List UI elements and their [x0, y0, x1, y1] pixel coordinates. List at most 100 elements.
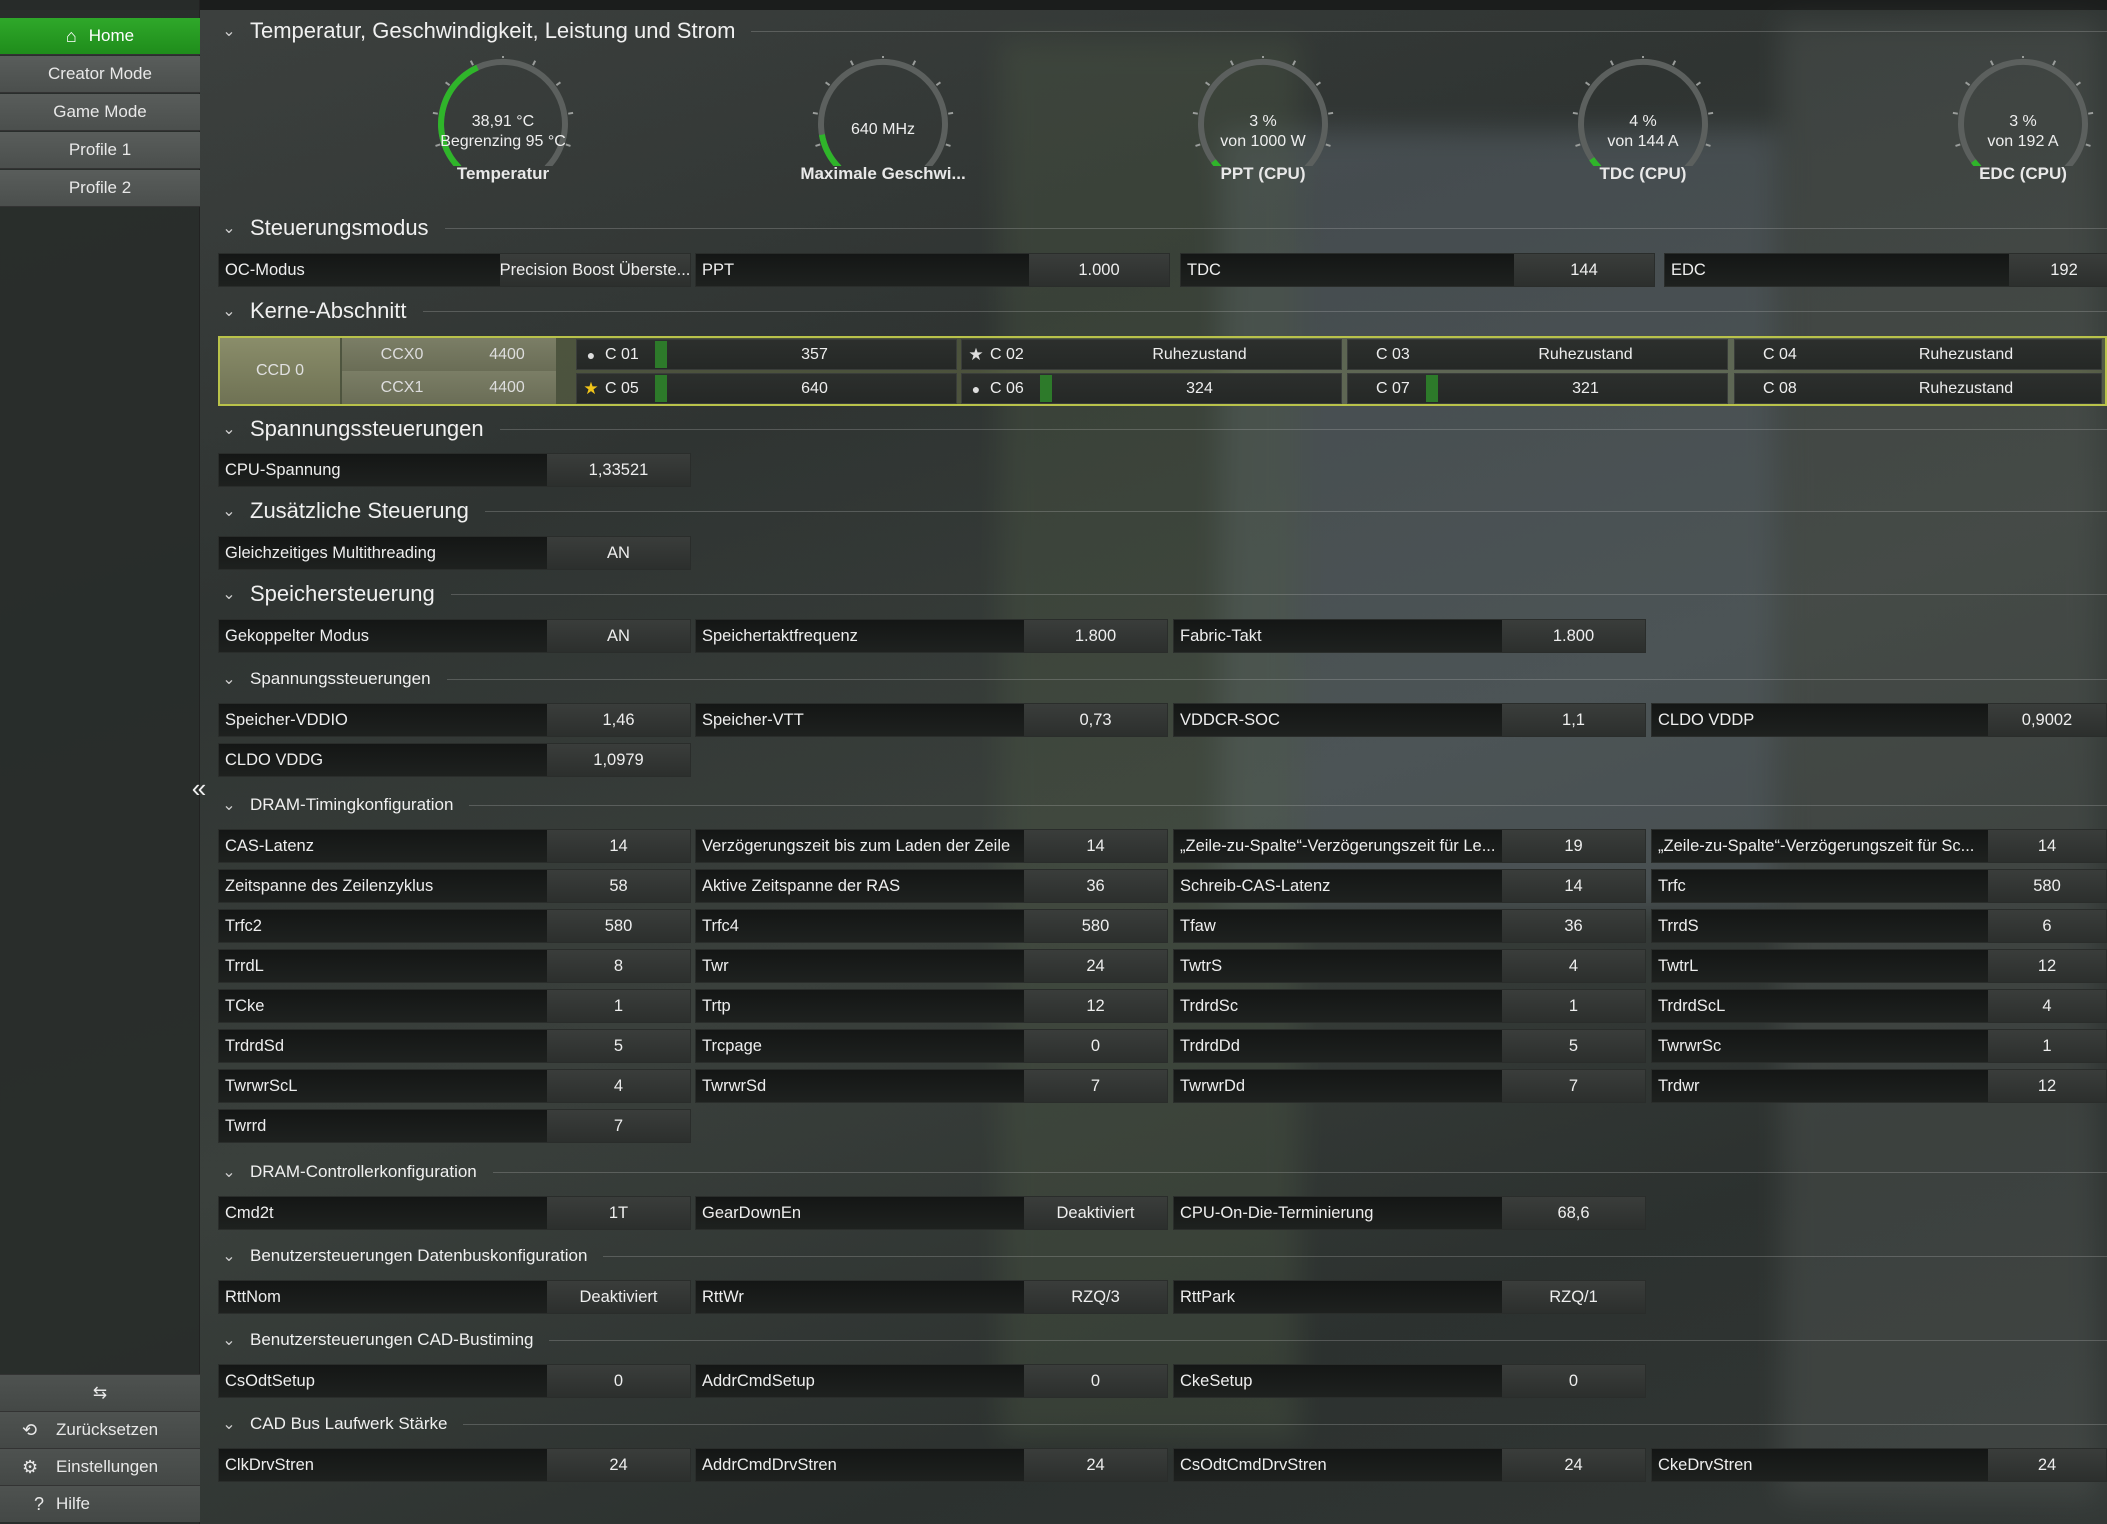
help-button[interactable]: ? Hilfe	[0, 1485, 200, 1522]
mem-voltage-field[interactable]: VDDCR-SOC 1,1	[1173, 703, 1646, 737]
field-value[interactable]: 14	[547, 830, 690, 862]
timing-field[interactable]: Trtp 12	[695, 989, 1168, 1023]
field-value[interactable]: 12	[1024, 990, 1167, 1022]
dram-controller-field[interactable]: CPU-On-Die-Terminierung 68,6	[1173, 1196, 1646, 1230]
timing-field[interactable]: Twrrd 7	[218, 1109, 691, 1143]
field-value[interactable]: 36	[1502, 910, 1645, 942]
timing-field[interactable]: „Zeile-zu-Spalte“-Verzögerungszeit für L…	[1173, 829, 1646, 863]
collapse-sidebar-icon[interactable]: «	[191, 773, 207, 803]
field-value[interactable]: RZQ/3	[1024, 1281, 1167, 1313]
section-dram-timing[interactable]: ⌄ DRAM-Timingkonfiguration	[218, 794, 2107, 816]
memory-field[interactable]: Speichertaktfrequenz 1.800	[695, 619, 1168, 653]
field-value[interactable]: 1	[1502, 990, 1645, 1022]
mem-voltage-field[interactable]: CLDO VDDP 0,9002	[1651, 703, 2107, 737]
sidebar-item-creator-mode[interactable]: Creator Mode	[0, 56, 200, 93]
chevron-down-icon[interactable]: ⌄	[222, 303, 236, 320]
field-value[interactable]: 19	[1502, 830, 1645, 862]
timing-field[interactable]: Twr 24	[695, 949, 1168, 983]
field-value[interactable]: Precision Boost Überste...	[500, 254, 690, 286]
timing-field[interactable]: TwrwrDd 7	[1173, 1069, 1646, 1103]
field-value[interactable]: 7	[1502, 1070, 1645, 1102]
timing-field[interactable]: Trfc 580	[1651, 869, 2107, 903]
control-field[interactable]: EDC 192	[1664, 253, 2107, 287]
section-databus[interactable]: ⌄ Benutzersteuerungen Datenbuskonfigurati…	[218, 1245, 2107, 1267]
field-value[interactable]: 0	[1502, 1365, 1645, 1397]
timing-field[interactable]: TwtrS 4	[1173, 949, 1646, 983]
field-value[interactable]: 1.000	[1029, 254, 1169, 286]
timing-field[interactable]: Aktive Zeitspanne der RAS 36	[695, 869, 1168, 903]
field-value[interactable]: 580	[1988, 870, 2106, 902]
section-mem-voltage[interactable]: ⌄ Spannungssteuerungen	[218, 668, 2107, 690]
field-value[interactable]: 7	[1024, 1070, 1167, 1102]
field-value[interactable]: 580	[1024, 910, 1167, 942]
field-value[interactable]: 1,33521	[547, 454, 690, 486]
section-cores[interactable]: ⌄ Kerne-Abschnitt	[218, 298, 2107, 324]
databus-field[interactable]: RttNom Deaktiviert	[218, 1280, 691, 1314]
databus-field[interactable]: RttWr RZQ/3	[695, 1280, 1168, 1314]
timing-field[interactable]: TrrdL 8	[218, 949, 691, 983]
memory-field[interactable]: Fabric-Takt 1.800	[1173, 619, 1646, 653]
cad-timing-field[interactable]: CkeSetup 0	[1173, 1364, 1646, 1398]
field-value[interactable]: 1.800	[1024, 620, 1167, 652]
chevron-down-icon[interactable]: ⌄	[222, 1332, 236, 1349]
reset-button[interactable]: ⟲ Zurücksetzen	[0, 1411, 200, 1448]
field-value[interactable]: 36	[1024, 870, 1167, 902]
timing-field[interactable]: Tfaw 36	[1173, 909, 1646, 943]
timing-field[interactable]: Trfc4 580	[695, 909, 1168, 943]
field-value[interactable]: 1,1	[1502, 704, 1645, 736]
sidebar-item-profile-1[interactable]: Profile 1	[0, 132, 200, 169]
field-value[interactable]: 14	[1502, 870, 1645, 902]
chevron-down-icon[interactable]: ⌄	[222, 23, 236, 40]
section-control-mode[interactable]: ⌄ Steuerungsmodus	[218, 215, 2107, 241]
chevron-down-icon[interactable]: ⌄	[222, 503, 236, 520]
section-extra-control[interactable]: ⌄ Zusätzliche Steuerung	[218, 498, 2107, 524]
cad-drive-field[interactable]: ClkDrvStren 24	[218, 1448, 691, 1482]
chevron-down-icon[interactable]: ⌄	[222, 1248, 236, 1265]
dram-controller-field[interactable]: GearDownEn Deaktiviert	[695, 1196, 1168, 1230]
field-value[interactable]: 1	[1988, 1030, 2106, 1062]
field-value[interactable]: 1,0979	[547, 744, 690, 776]
sidebar-item-game-mode[interactable]: Game Mode	[0, 94, 200, 131]
timing-field[interactable]: TrrdS 6	[1651, 909, 2107, 943]
field-value[interactable]: AN	[547, 620, 690, 652]
field-value[interactable]: RZQ/1	[1502, 1281, 1645, 1313]
field-value[interactable]: 0,73	[1024, 704, 1167, 736]
field-value[interactable]: AN	[547, 537, 690, 569]
settings-button[interactable]: ⚙ Einstellungen	[0, 1448, 200, 1485]
timing-field[interactable]: Trdwr 12	[1651, 1069, 2107, 1103]
timing-field[interactable]: TwtrL 12	[1651, 949, 2107, 983]
timing-field[interactable]: Trcpage 0	[695, 1029, 1168, 1063]
timing-field[interactable]: Trfc2 580	[218, 909, 691, 943]
section-cad-timing[interactable]: ⌄ Benutzersteuerungen CAD-Bustiming	[218, 1329, 2107, 1351]
field-value[interactable]: 0	[1024, 1365, 1167, 1397]
sidebar-item-profile-2[interactable]: Profile 2	[0, 170, 200, 207]
section-temp[interactable]: ⌄ Temperatur, Geschwindigkeit, Leistung u…	[218, 18, 2107, 44]
smt-field[interactable]: Gleichzeitiges Multithreading AN	[218, 536, 691, 570]
section-dram-controller[interactable]: ⌄ DRAM-Controllerkonfiguration	[218, 1161, 2107, 1183]
field-value[interactable]: 68,6	[1502, 1197, 1645, 1229]
field-value[interactable]: 144	[1514, 254, 1654, 286]
field-value[interactable]: 58	[547, 870, 690, 902]
field-value[interactable]: 0	[1024, 1030, 1167, 1062]
memory-field[interactable]: Gekoppelter Modus AN	[218, 619, 691, 653]
field-value[interactable]: 24	[1988, 1449, 2106, 1481]
field-value[interactable]: 1	[547, 990, 690, 1022]
section-cad-drive[interactable]: ⌄ CAD Bus Laufwerk Stärke	[218, 1413, 2107, 1435]
timing-field[interactable]: TwrwrScL 4	[218, 1069, 691, 1103]
timing-field[interactable]: Schreib-CAS-Latenz 14	[1173, 869, 1646, 903]
field-value[interactable]: 7	[547, 1110, 690, 1142]
chevron-down-icon[interactable]: ⌄	[222, 421, 236, 438]
field-value[interactable]: 12	[1988, 1070, 2106, 1102]
mem-voltage-field[interactable]: Speicher-VDDIO 1,46	[218, 703, 691, 737]
cad-drive-field[interactable]: AddrCmdDrvStren 24	[695, 1448, 1168, 1482]
field-value[interactable]: 24	[1024, 950, 1167, 982]
field-value[interactable]: 192	[2009, 254, 2107, 286]
timing-field[interactable]: TwrwrSc 1	[1651, 1029, 2107, 1063]
field-value[interactable]: 1.800	[1502, 620, 1645, 652]
field-value[interactable]: Deaktiviert	[547, 1281, 690, 1313]
field-value[interactable]: 4	[1988, 990, 2106, 1022]
field-value[interactable]: 580	[547, 910, 690, 942]
chevron-down-icon[interactable]: ⌄	[222, 1164, 236, 1181]
field-value[interactable]: 24	[1024, 1449, 1167, 1481]
control-field[interactable]: TDC 144	[1180, 253, 1655, 287]
